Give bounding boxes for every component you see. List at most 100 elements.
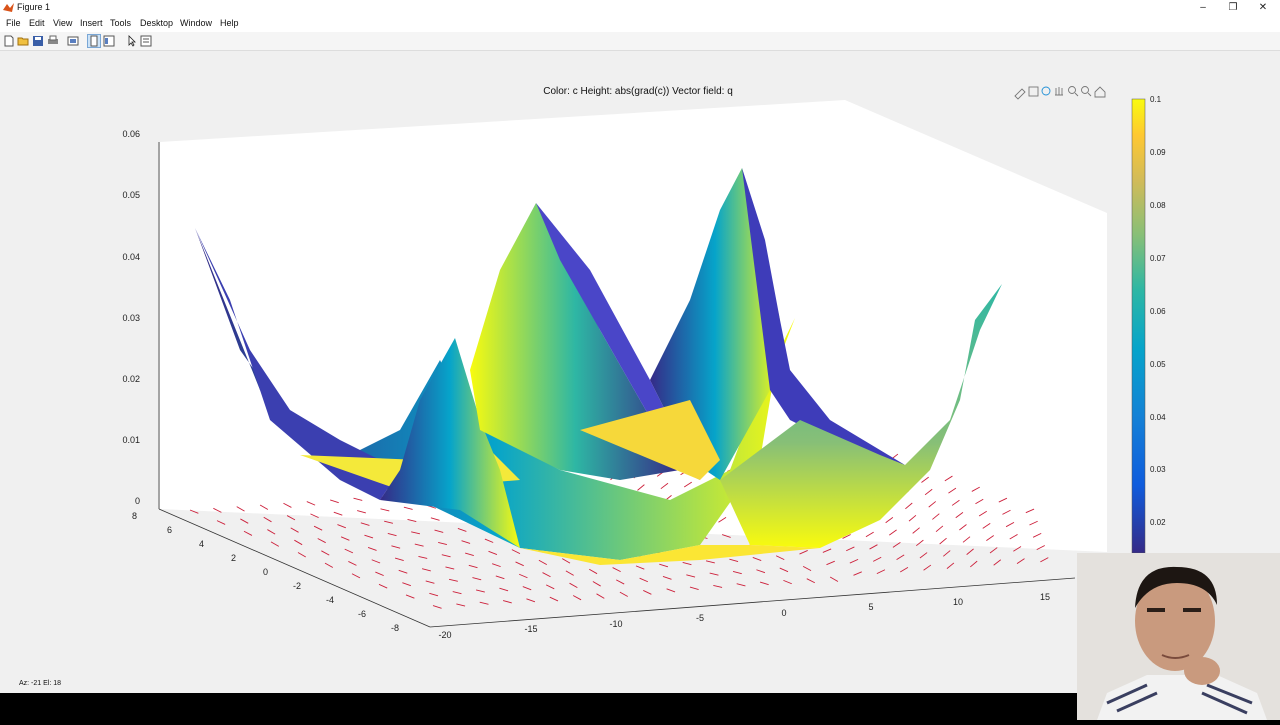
vector-arrow (240, 518, 249, 524)
z-tick: 0.02 (122, 374, 140, 384)
title-bar: Figure 1 – ❐ ✕ (0, 0, 1280, 16)
menu-help[interactable]: Help (220, 18, 239, 28)
vector-arrow (333, 511, 343, 516)
vector-arrow (682, 562, 692, 566)
vector-arrow (686, 574, 696, 578)
vector-arrow (596, 593, 605, 599)
link-plot-icon[interactable] (67, 35, 79, 47)
vector-arrow (306, 501, 316, 506)
vector-arrow (538, 559, 548, 565)
show-plot-tools-icon[interactable] (103, 35, 115, 47)
vector-arrow (430, 517, 440, 521)
axes-3d[interactable]: 0 0.01 0.02 0.03 0.04 0.05 0.06 8 6 4 2 … (0, 0, 1280, 693)
vector-arrow (896, 554, 905, 561)
vector-arrow (324, 562, 334, 568)
vector-arrow (1029, 520, 1038, 526)
x-tick: 5 (868, 602, 873, 612)
vector-arrow (662, 576, 672, 580)
vector-arrow (488, 550, 498, 555)
z-tick: 0.06 (122, 129, 140, 139)
vector-arrow (865, 531, 874, 538)
vector-arrow (752, 557, 762, 562)
menu-insert[interactable]: Insert (80, 18, 103, 28)
vector-arrow (919, 552, 928, 559)
webcam-overlay (1077, 553, 1280, 720)
vector-arrow (736, 583, 746, 587)
menu-desktop[interactable]: Desktop (140, 18, 174, 28)
vector-arrow (869, 544, 878, 550)
menu-view[interactable]: View (53, 18, 73, 28)
vector-arrow (360, 522, 370, 526)
menu-file[interactable]: File (6, 18, 21, 28)
vector-arrow (948, 487, 957, 494)
vector-arrow (432, 605, 442, 609)
vector-arrow (829, 576, 839, 582)
vector-arrow (290, 527, 299, 533)
vector-arrow (944, 475, 953, 482)
property-editor-icon[interactable] (140, 35, 152, 47)
y-tick: 6 (167, 525, 172, 535)
vector-arrow (951, 499, 960, 506)
vector-arrow (1016, 558, 1025, 564)
vector-arrow (916, 539, 924, 547)
brush-icon[interactable] (1014, 88, 1026, 100)
pan-icon[interactable] (1055, 87, 1063, 96)
minimize-button[interactable]: – (1200, 2, 1206, 13)
vector-arrow (375, 571, 384, 576)
view-angle-readout: Az: -21 El: 18 (19, 680, 62, 687)
y-tick: 4 (199, 539, 204, 549)
vector-arrow (340, 536, 350, 541)
vector-arrow (1025, 508, 1035, 514)
print-icon[interactable] (47, 35, 59, 47)
vector-arrow (549, 596, 559, 602)
restore-button[interactable]: ❐ (1228, 2, 1238, 13)
vector-arrow (978, 510, 987, 517)
vector-arrow (1040, 557, 1049, 563)
vector-arrow (885, 516, 894, 524)
vector-arrow (732, 571, 742, 575)
vector-arrow (313, 525, 323, 531)
colorbar-tick: 0.07 (1150, 254, 1166, 263)
vector-arrow (1005, 521, 1015, 528)
open-file-icon[interactable] (17, 35, 29, 47)
z-tick: 0.03 (122, 313, 140, 323)
vector-arrow (993, 559, 1002, 566)
colorbar-tick: 0.1 (1150, 95, 1162, 104)
axes-background (160, 100, 1107, 552)
hide-plot-tools-icon[interactable] (87, 34, 101, 48)
vector-arrow (683, 481, 693, 488)
zoom-in-icon[interactable] (1068, 86, 1079, 97)
vector-arrow (411, 531, 421, 535)
colorbar-tick: 0.09 (1150, 148, 1166, 157)
vector-arrow (822, 548, 832, 553)
vector-arrow (384, 520, 394, 524)
rotate-icon[interactable] (1041, 86, 1051, 96)
vector-arrow (294, 539, 303, 546)
vector-arrow (756, 569, 766, 574)
y-tick: -2 (293, 581, 301, 591)
save-icon[interactable] (32, 35, 44, 47)
vector-arrow (899, 567, 909, 573)
vector-arrow (456, 603, 466, 607)
vector-arrow (337, 524, 346, 529)
vector-arrow (775, 555, 785, 561)
datatip-icon[interactable] (1028, 86, 1039, 97)
menu-window[interactable]: Window (180, 18, 213, 28)
vector-arrow (434, 529, 444, 533)
vector-arrow (321, 550, 330, 556)
vector-arrow (270, 541, 280, 547)
vector-arrow (216, 520, 226, 525)
y-tick: -6 (358, 609, 366, 619)
vector-arrow (448, 578, 458, 582)
vector-arrow (986, 535, 994, 542)
menu-edit[interactable]: Edit (29, 18, 45, 28)
edit-plot-icon[interactable] (126, 35, 138, 47)
vector-arrow (713, 584, 723, 588)
vector-arrow (283, 502, 292, 508)
zoom-out-icon[interactable] (1081, 86, 1092, 97)
close-button[interactable]: ✕ (1258, 2, 1268, 13)
vector-arrow (286, 515, 296, 521)
menu-tools[interactable]: Tools (110, 18, 132, 28)
new-figure-icon[interactable] (3, 35, 15, 47)
home-icon[interactable] (1094, 86, 1106, 98)
